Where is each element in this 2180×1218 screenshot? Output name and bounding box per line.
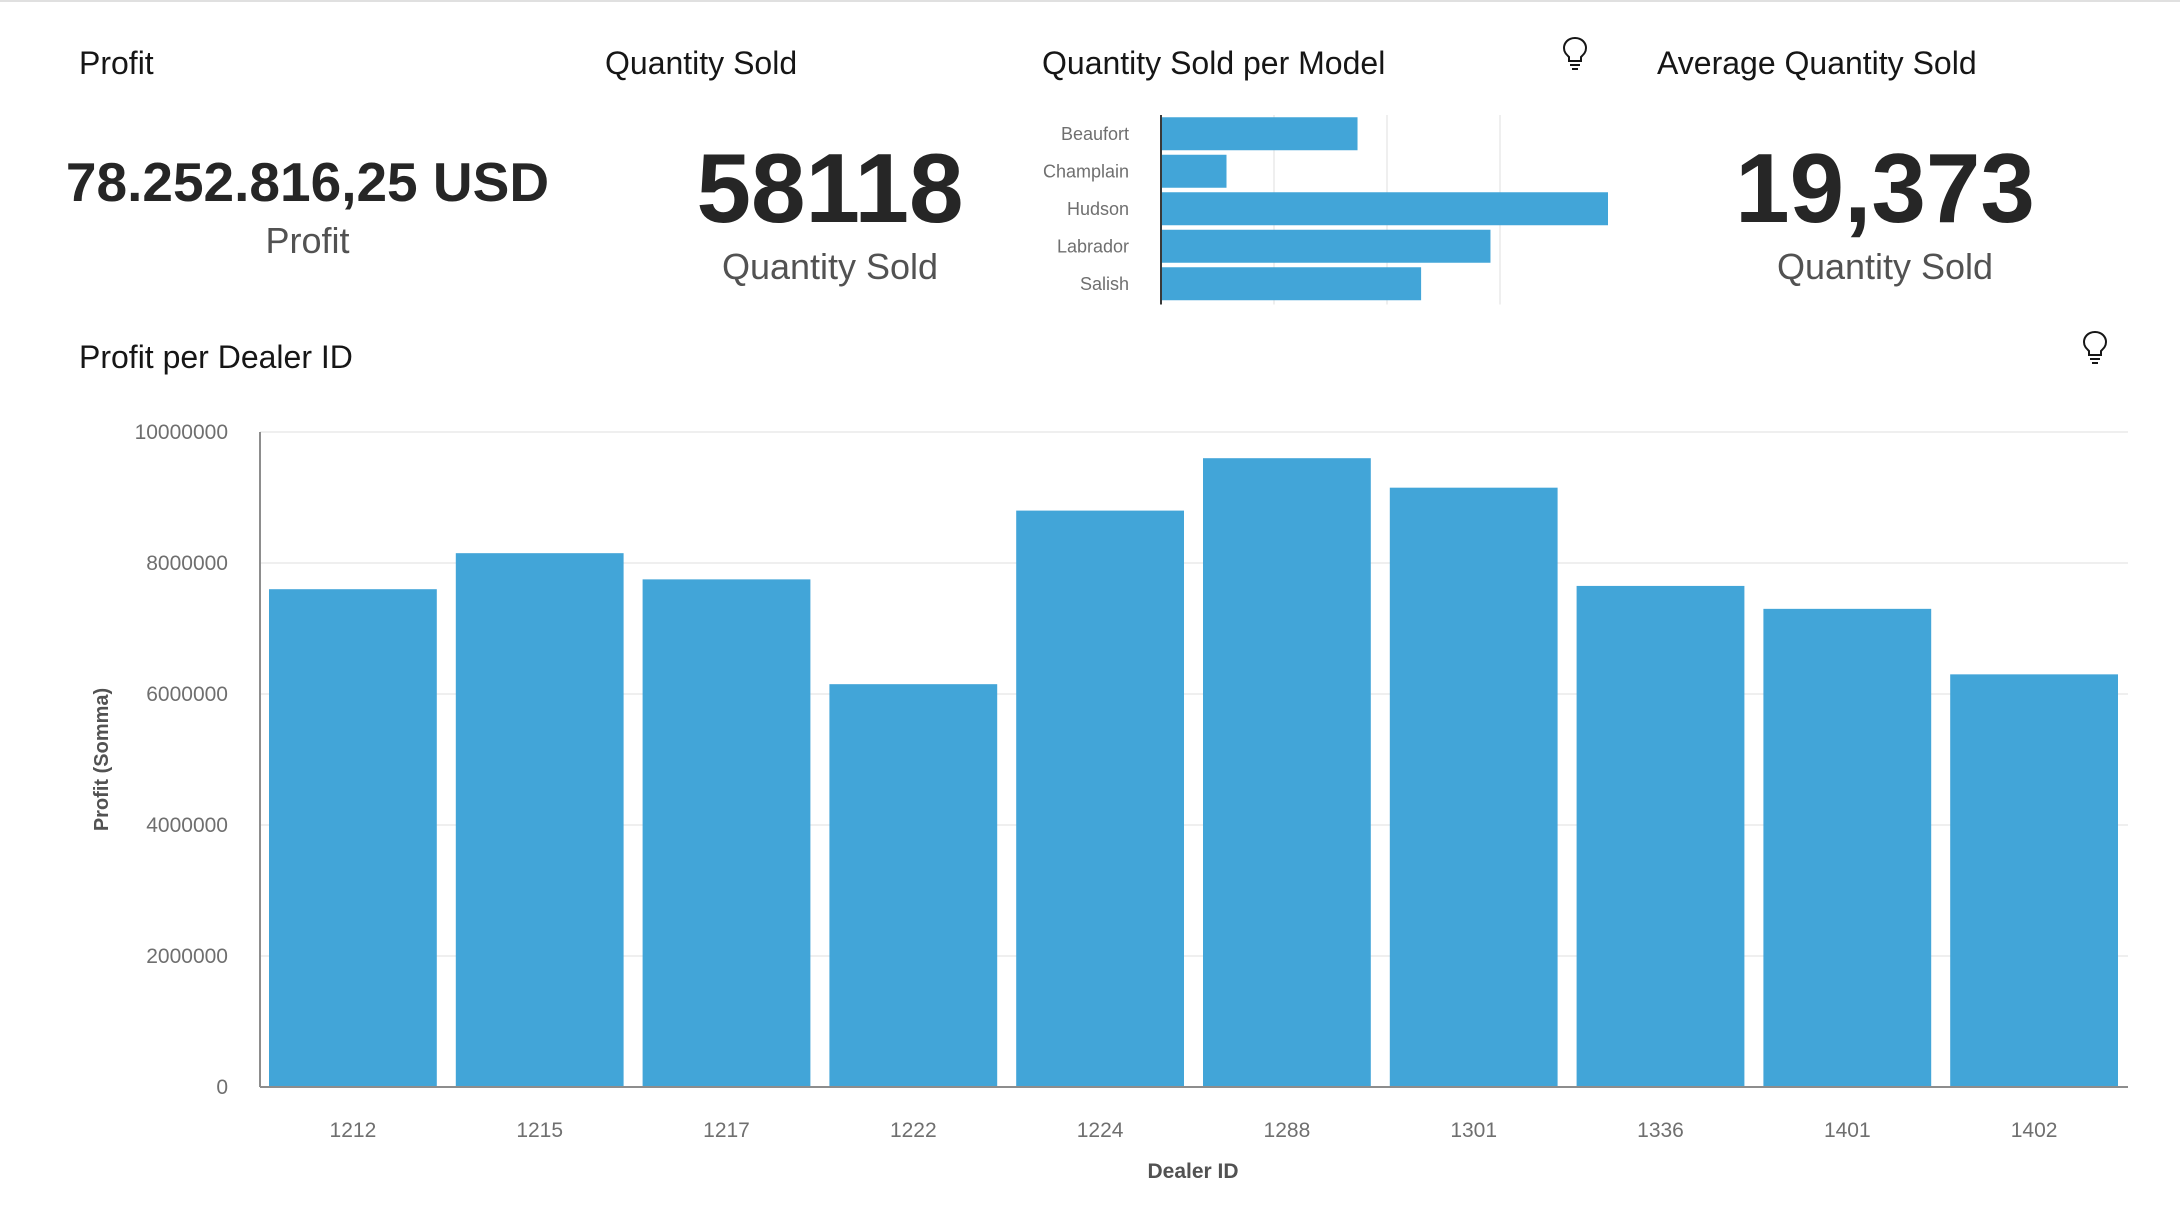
model-category-label: Champlain [1043,161,1129,181]
dealer-x-tick-label: 1336 [1637,1119,1684,1142]
quantity-tile-title: Quantity Sold [605,45,798,81]
quantity-kpi-label: Quantity Sold [721,246,939,287]
dealer-y-tick-label: 0 [216,1076,228,1099]
model-bar [1161,229,1491,263]
profit-kpi-value: 78.252.816,25 USD [65,151,550,213]
dealer-y-tick-label: 8000000 [146,552,228,575]
dealer-bar [1763,608,1932,1087]
dealer-x-tick-label: 1401 [1824,1119,1871,1142]
quantity-kpi-value: 58118 [696,133,964,243]
average-kpi-label: Quantity Sold [1776,246,1994,287]
profit-kpi-label: Profit [265,220,350,261]
model-bar [1161,117,1358,151]
dealer-x-axis-title: Dealer ID [1147,1160,1238,1183]
model-category-label: Beaufort [1061,124,1129,144]
dealer-x-tick-label: 1402 [2011,1119,2058,1142]
dealer-x-tick-label: 1215 [516,1119,563,1142]
dealer-y-tick-label: 10000000 [135,421,228,444]
model-category-label: Labrador [1057,236,1129,256]
model-bar [1161,192,1608,226]
dealer-y-tick-label: 6000000 [146,683,228,706]
dealer-bar [1203,458,1371,1087]
dealer-bar [455,553,624,1087]
top-divider [0,0,2180,2]
model-category-label: Hudson [1067,199,1129,219]
dealer-x-tick-label: 1217 [703,1119,750,1142]
model-bar-chart: Beaufort Champlain Hudson Labrador Salish [1043,115,1608,305]
model-bar [1161,154,1227,188]
dealer-x-tick-label: 1301 [1450,1119,1497,1142]
dealer-bar [1576,585,1745,1087]
model-category-label: Salish [1080,274,1129,294]
model-bar [1161,267,1422,301]
dealer-chart-title: Profit per Dealer ID [79,339,353,375]
lightbulb-icon[interactable] [1562,36,1588,70]
profit-tile-title: Profit [79,45,154,81]
lightbulb-icon[interactable] [2082,330,2108,364]
dealer-y-tick-label: 4000000 [146,814,228,837]
dealer-bar [829,684,998,1087]
dealer-x-tick-label: 1224 [1077,1119,1124,1142]
dealer-bar [1389,487,1558,1087]
dealer-x-tick-label: 1222 [890,1119,937,1142]
dealer-bar [269,589,437,1087]
dealer-bar-chart: 0 2000000 4000000 6000000 8000000 10000000 121… [91,421,2128,1183]
dealer-y-axis-title: Profit (Somma) [91,688,113,831]
dealer-x-tick-label: 1288 [1264,1119,1311,1142]
average-kpi-value: 19,373 [1735,133,2035,243]
average-tile-title: Average Quantity Sold [1657,45,1977,81]
dealer-y-tick-label: 2000000 [146,945,228,968]
dealer-x-tick-label: 1212 [330,1119,377,1142]
model-chart-title: Quantity Sold per Model [1042,45,1386,81]
dealer-bar [1950,674,2118,1087]
dealer-bar [642,579,811,1087]
dealer-bar [1016,510,1184,1088]
